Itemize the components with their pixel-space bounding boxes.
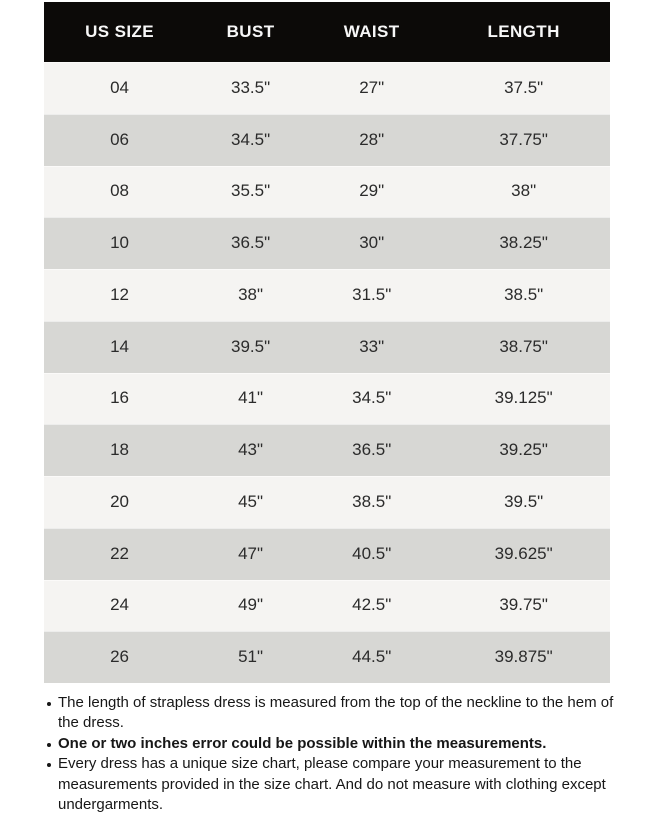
note-item: The length of strapless dress is measure… xyxy=(44,693,636,734)
cell-waist: 27" xyxy=(359,77,385,97)
cell-bust: 45" xyxy=(238,491,264,511)
table-row: 26 51" 44.5" 39.875" xyxy=(44,631,610,683)
cell-waist: 31.5" xyxy=(352,284,392,304)
cell-length: 39.875" xyxy=(494,647,553,667)
cell-bust: 47" xyxy=(238,543,264,563)
cell-us-size: 20 xyxy=(110,491,130,511)
cell-waist: 44.5" xyxy=(352,647,392,667)
cell-waist: 36.5" xyxy=(352,440,392,460)
cell-us-size: 24 xyxy=(110,595,130,615)
cell-us-size: 08 xyxy=(110,181,130,201)
cell-us-size: 12 xyxy=(110,284,130,304)
cell-bust: 33.5" xyxy=(231,77,271,97)
cell-length: 38" xyxy=(511,181,537,201)
cell-us-size: 04 xyxy=(110,77,130,97)
cell-us-size: 26 xyxy=(110,647,130,667)
table-header-row: US SIZE BUST WAIST LENGTH xyxy=(44,2,610,62)
cell-length: 38.75" xyxy=(499,336,548,356)
cell-waist: 38.5" xyxy=(352,491,392,511)
table-row: 24 49" 42.5" 39.75" xyxy=(44,579,610,632)
cell-waist: 30" xyxy=(359,233,385,253)
table-row: 04 33.5" 27" 37.5" xyxy=(44,62,610,114)
cell-length: 38.25" xyxy=(499,233,548,253)
table-row: 12 38" 31.5" 38.5" xyxy=(44,269,610,321)
header-cell-bust: BUST xyxy=(226,22,275,41)
cell-bust: 38" xyxy=(238,284,264,304)
table-row: 08 35.5" 29" 38" xyxy=(44,165,610,218)
table-row: 22 47" 40.5" 39.625" xyxy=(44,527,610,580)
cell-waist: 28" xyxy=(359,129,385,149)
cell-waist: 33" xyxy=(359,336,385,356)
cell-waist: 40.5" xyxy=(352,543,392,563)
cell-length: 37.75" xyxy=(499,129,548,149)
header-cell-us-size: US SIZE xyxy=(85,22,155,41)
cell-waist: 42.5" xyxy=(352,595,392,615)
measurement-notes: The length of strapless dress is measure… xyxy=(44,693,636,815)
cell-bust: 34.5" xyxy=(231,129,271,149)
cell-waist: 34.5" xyxy=(352,388,392,408)
cell-bust: 43" xyxy=(238,440,264,460)
cell-length: 39.5" xyxy=(504,491,544,511)
cell-bust: 49" xyxy=(238,595,264,615)
note-item: One or two inches error could be possibl… xyxy=(44,734,636,754)
cell-length: 39.125" xyxy=(494,388,553,408)
cell-bust: 39.5" xyxy=(231,336,271,356)
table-row: 06 34.5" 28" 37.75" xyxy=(44,113,610,166)
cell-us-size: 16 xyxy=(110,388,130,408)
cell-us-size: 18 xyxy=(110,440,130,460)
cell-length: 39.25" xyxy=(499,440,548,460)
table-row: 16 41" 34.5" 39.125" xyxy=(44,372,610,425)
cell-bust: 36.5" xyxy=(231,233,271,253)
cell-us-size: 14 xyxy=(110,336,130,356)
cell-waist: 29" xyxy=(359,181,385,201)
cell-us-size: 10 xyxy=(110,233,130,253)
cell-length: 39.75" xyxy=(499,595,548,615)
table-row: 18 43" 36.5" 39.25" xyxy=(44,424,610,476)
cell-us-size: 06 xyxy=(110,129,130,149)
cell-bust: 51" xyxy=(238,647,264,667)
size-chart-table: US SIZE BUST WAIST LENGTH 04 33.5" 27" 3… xyxy=(44,2,610,683)
note-item: Every dress has a unique size chart, ple… xyxy=(44,754,636,815)
table-row: 20 45" 38.5" 39.5" xyxy=(44,476,610,528)
cell-length: 38.5" xyxy=(504,284,544,304)
cell-length: 39.625" xyxy=(494,543,553,563)
header-cell-length: LENGTH xyxy=(487,22,560,41)
cell-us-size: 22 xyxy=(110,543,130,563)
cell-bust: 35.5" xyxy=(231,181,271,201)
cell-bust: 41" xyxy=(238,388,264,408)
table-row: 10 36.5" 30" 38.25" xyxy=(44,217,610,269)
cell-length: 37.5" xyxy=(504,77,544,97)
header-cell-waist: WAIST xyxy=(343,22,400,41)
table-row: 14 39.5" 33" 38.75" xyxy=(44,320,610,373)
